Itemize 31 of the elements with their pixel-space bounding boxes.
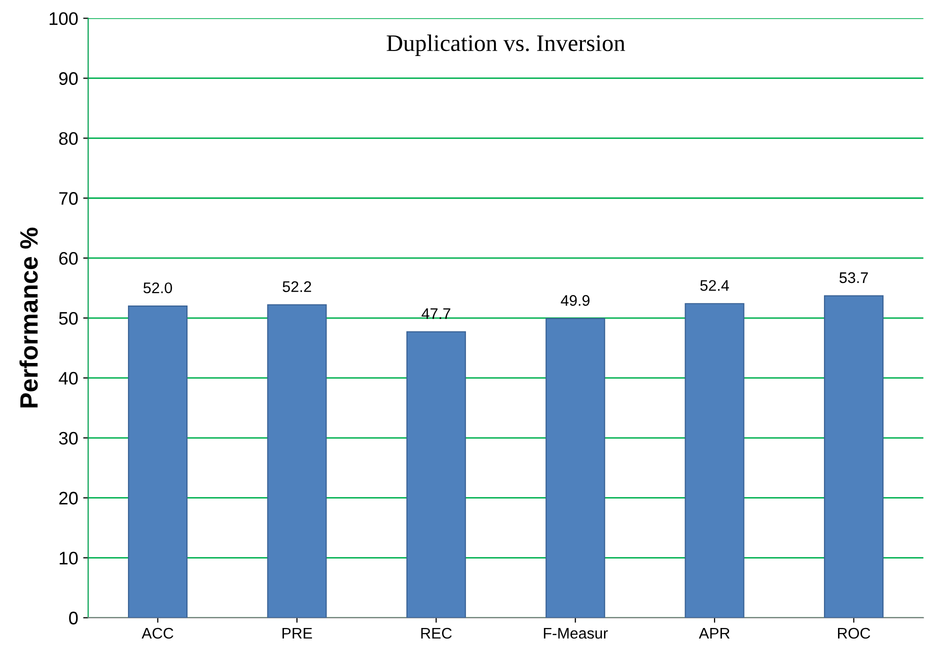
y-tick-label: 50 bbox=[59, 312, 78, 325]
x-tick-label: ACC bbox=[142, 628, 174, 639]
y-tick-label: 10 bbox=[60, 552, 78, 565]
data-label: 52.2 bbox=[282, 281, 312, 292]
data-label: 47.7 bbox=[422, 308, 450, 319]
bar bbox=[684, 303, 744, 618]
text: Duplication vs. Inversion bbox=[386, 34, 626, 56]
y-tick-label: 30 bbox=[59, 432, 78, 445]
x-tick-label: ROC bbox=[838, 628, 870, 639]
y-tick-label: 80 bbox=[59, 132, 78, 145]
x-tick-label: F-Measur bbox=[544, 628, 608, 639]
y-axis-title: Performance % bbox=[19, 228, 38, 408]
bar bbox=[824, 295, 884, 618]
bar bbox=[128, 305, 188, 618]
data-label: 53.7 bbox=[840, 272, 868, 284]
y-tick-label: 20 bbox=[59, 492, 78, 505]
y-tick-label: 90 bbox=[59, 72, 78, 85]
y-tick-label: 40 bbox=[58, 372, 78, 385]
y-tick-label: 0 bbox=[69, 612, 78, 624]
x-tick-label: APR bbox=[698, 628, 730, 639]
data-label: 52.4 bbox=[700, 280, 729, 291]
x-tick-label: REC bbox=[421, 628, 452, 639]
x-tick-label: PRE bbox=[282, 628, 312, 639]
bar bbox=[406, 331, 466, 618]
bar bbox=[546, 318, 606, 618]
bar bbox=[267, 304, 327, 618]
data-label: 49.9 bbox=[560, 295, 590, 306]
data-label: 52.0 bbox=[144, 282, 172, 294]
y-tick-label: 100 bbox=[50, 12, 78, 26]
y-tick-label: 70 bbox=[59, 192, 78, 205]
y-tick-label: 60 bbox=[59, 252, 78, 265]
